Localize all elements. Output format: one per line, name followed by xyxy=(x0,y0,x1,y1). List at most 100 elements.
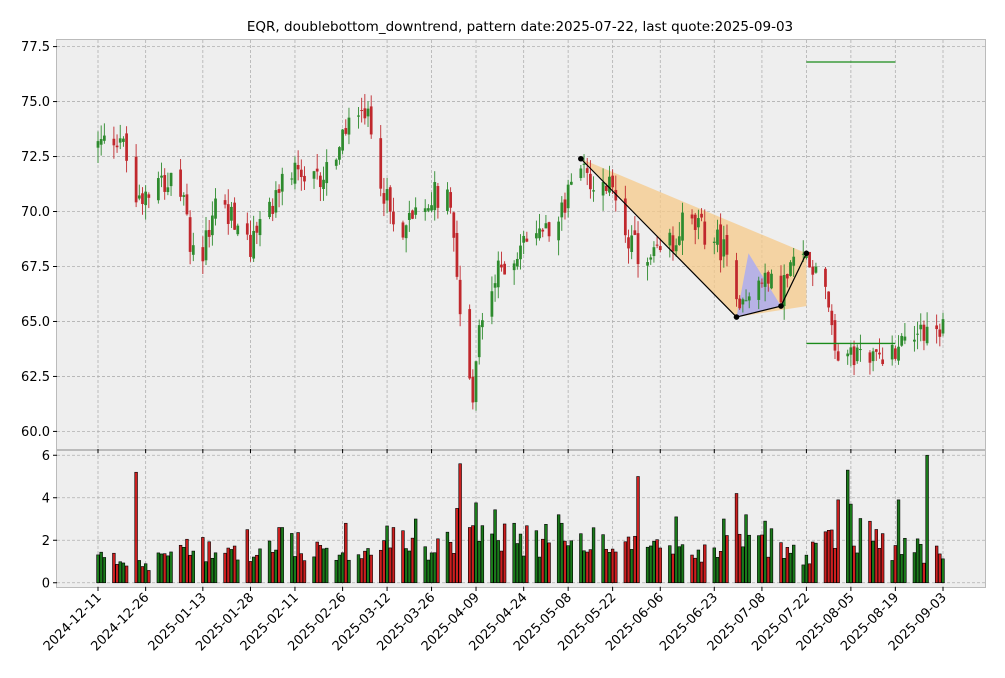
volume-bar xyxy=(423,546,427,584)
volume-bar xyxy=(293,556,297,584)
volume-bar xyxy=(833,547,837,584)
candle-body xyxy=(379,138,383,189)
volume-bar xyxy=(537,556,542,584)
candle-body xyxy=(236,225,240,235)
candle-body xyxy=(315,168,319,172)
candle-body xyxy=(385,189,389,201)
volume-bar xyxy=(779,542,783,584)
candle-body xyxy=(582,163,586,165)
volume-bar xyxy=(896,499,901,584)
candle-body xyxy=(144,191,148,206)
volume-bar xyxy=(347,559,351,584)
candle-body xyxy=(547,222,551,237)
candle-body xyxy=(893,348,897,359)
volume-bar xyxy=(496,540,500,584)
candle-body xyxy=(830,310,834,326)
candle-body xyxy=(649,257,653,260)
candle-body xyxy=(274,190,278,213)
candle-body xyxy=(515,258,519,267)
pattern-point xyxy=(803,250,810,257)
volume-bar xyxy=(525,525,529,584)
y-tick-label: 75.0 xyxy=(21,95,50,110)
candle-body xyxy=(325,162,329,184)
volume-bar xyxy=(512,522,516,584)
candle-body xyxy=(859,349,862,351)
candle-body xyxy=(112,138,116,146)
volume-bar xyxy=(267,540,272,584)
volume-bar xyxy=(903,537,907,584)
volume-bar xyxy=(452,553,456,584)
volume-bar xyxy=(178,544,183,584)
candle-body xyxy=(585,168,589,173)
volume-bar xyxy=(649,545,653,584)
candle-body xyxy=(674,245,678,252)
volume-bar xyxy=(836,499,840,584)
candle-body xyxy=(490,291,494,317)
candle-body xyxy=(474,361,478,403)
volume-bar xyxy=(871,540,875,584)
candle-body xyxy=(163,175,167,192)
pattern-lines xyxy=(578,61,896,345)
volume-bar xyxy=(591,527,596,584)
candle-body xyxy=(919,324,923,330)
candle-body xyxy=(735,260,738,300)
candle-body xyxy=(903,336,907,341)
candle-body xyxy=(808,251,811,268)
candle-body xyxy=(744,300,748,302)
volume-bar xyxy=(919,544,923,584)
candle-body xyxy=(188,217,192,252)
candle-body xyxy=(207,229,211,237)
volume-bar xyxy=(458,463,462,584)
volume-bar xyxy=(147,570,151,584)
candle-body xyxy=(347,117,351,135)
candle-body xyxy=(141,193,144,205)
candle-body xyxy=(436,186,440,208)
volume-bar xyxy=(658,547,662,584)
volume-bar xyxy=(344,522,348,584)
volume-bar xyxy=(680,544,685,584)
candle-body xyxy=(592,190,595,192)
candle-body xyxy=(496,260,500,288)
volume-bar xyxy=(934,545,939,584)
candle-body xyxy=(801,253,805,255)
volume-bar xyxy=(766,556,770,584)
volume-bar xyxy=(880,533,885,584)
candle-body xyxy=(430,205,433,211)
volume-bar xyxy=(99,551,103,584)
volume-bar xyxy=(690,554,694,584)
candle-body xyxy=(897,346,900,361)
volume-bar xyxy=(448,541,453,584)
candle-body xyxy=(916,333,919,335)
volume-bar xyxy=(296,532,300,584)
candle-body xyxy=(871,351,875,362)
candle-body xyxy=(363,108,367,119)
volume-bar xyxy=(299,553,303,584)
candle-body xyxy=(846,353,850,357)
volume-bar xyxy=(757,535,761,584)
volume-bar xyxy=(102,557,107,584)
volume-bar xyxy=(674,516,678,584)
volume-bar xyxy=(255,554,259,584)
candle-body xyxy=(604,185,608,191)
volume-bar xyxy=(407,550,411,584)
volume-bar xyxy=(938,553,942,584)
volume-bar xyxy=(379,549,383,584)
candle-body xyxy=(544,223,548,229)
volume-bar xyxy=(544,524,548,584)
candle-body xyxy=(268,201,271,218)
candle-body xyxy=(458,279,462,315)
candle-body xyxy=(703,221,707,245)
candle-body xyxy=(118,138,122,143)
candle-body xyxy=(455,232,459,277)
candle-body xyxy=(782,275,786,307)
volume-bar xyxy=(455,508,459,584)
volume-bar xyxy=(410,537,415,584)
volume-bar xyxy=(518,533,523,584)
candle-body xyxy=(630,235,634,253)
candle-body xyxy=(245,223,249,235)
candle-body xyxy=(449,192,452,208)
volume-bar xyxy=(696,549,701,584)
volume-bar xyxy=(258,548,262,584)
candle-body xyxy=(204,230,208,261)
candle-body xyxy=(471,376,475,403)
